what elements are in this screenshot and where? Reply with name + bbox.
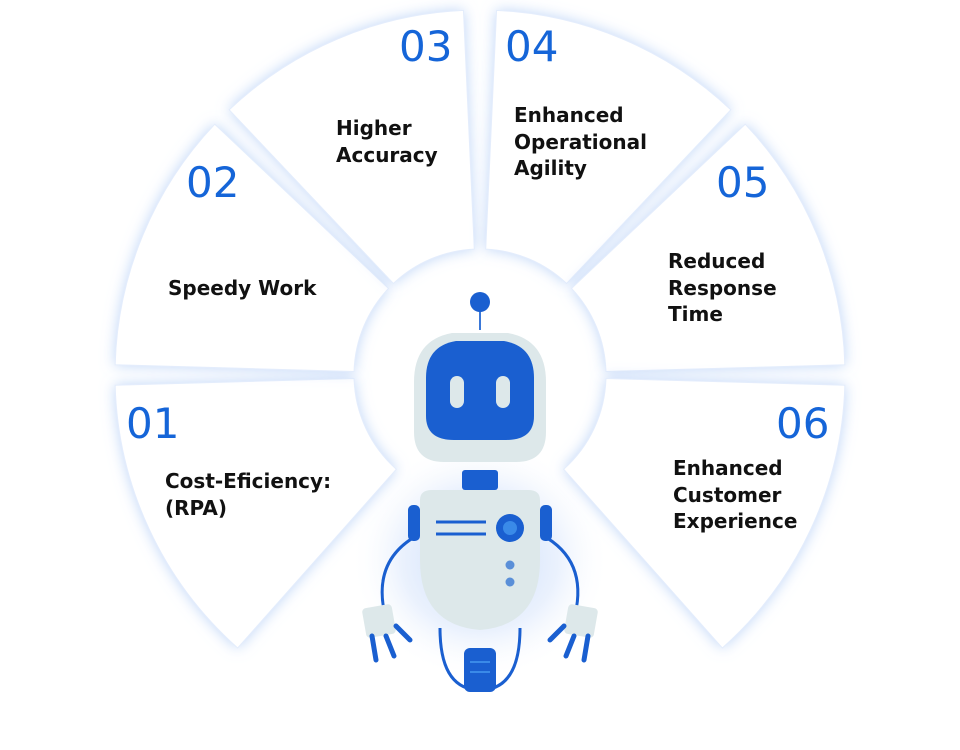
benefit-label-05: Reduced Response Time xyxy=(668,249,777,326)
benefit-label-04: Enhanced Operational Agility xyxy=(514,103,647,180)
robot-illustration xyxy=(350,292,610,692)
petal-segment-06 xyxy=(562,378,846,649)
petal-segment-02 xyxy=(114,123,390,372)
benefit-number-05: 05 xyxy=(716,158,770,207)
benefit-number-01: 01 xyxy=(126,399,180,448)
benefit-label-06: Enhanced Customer Experience xyxy=(673,456,798,533)
benefit-label-01: Cost-Eficiency: (RPA) xyxy=(165,469,332,520)
petal-segment-03 xyxy=(228,9,475,285)
benefit-number-04: 04 xyxy=(505,22,559,71)
benefit-label-02: Speedy Work xyxy=(168,276,317,300)
petal-segment-04 xyxy=(485,9,732,285)
benefit-label-03: Higher Accuracy xyxy=(336,116,438,167)
benefit-number-03: 03 xyxy=(399,22,453,71)
benefit-number-02: 02 xyxy=(186,158,240,207)
petal-segment-05 xyxy=(570,123,846,372)
benefit-number-06: 06 xyxy=(776,399,830,448)
petal-segment-01 xyxy=(114,378,398,649)
